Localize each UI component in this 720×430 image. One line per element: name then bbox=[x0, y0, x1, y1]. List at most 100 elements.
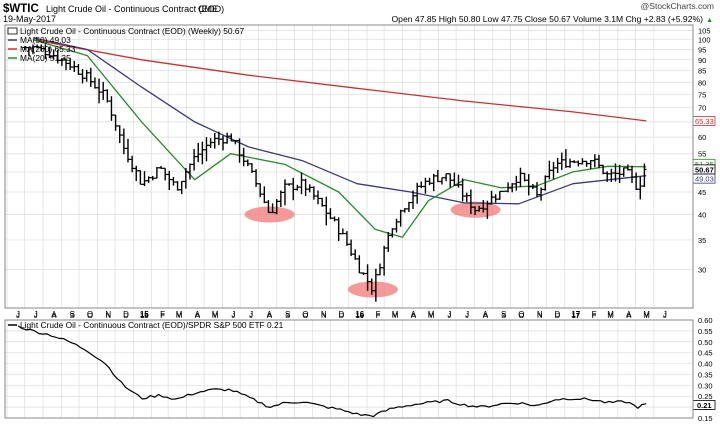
x-tick-label: M bbox=[392, 310, 399, 319]
price-bar bbox=[134, 165, 139, 182]
ratio-tick-label: 0.50 bbox=[698, 338, 713, 347]
y-tick-label: 30 bbox=[698, 265, 706, 274]
lower-grid bbox=[5, 319, 693, 419]
price-bar bbox=[257, 183, 263, 198]
price-bar bbox=[353, 249, 358, 260]
price-bar bbox=[109, 96, 114, 121]
price-bar bbox=[460, 178, 465, 202]
price-bar bbox=[43, 44, 48, 59]
price-bar bbox=[154, 166, 160, 179]
price-bar bbox=[439, 177, 445, 185]
x-tick-label: N bbox=[321, 310, 327, 319]
x-tick-label: S bbox=[285, 310, 290, 319]
price-bar bbox=[580, 158, 585, 165]
x-tick-label: M bbox=[428, 310, 435, 319]
annotation-ellipses bbox=[244, 201, 501, 298]
x-tick-label: J bbox=[447, 310, 451, 319]
last-value-tag-label: 49.03 bbox=[695, 175, 714, 184]
price-bar bbox=[245, 159, 250, 167]
x-tick-label: 16 bbox=[355, 310, 364, 319]
ratio-legend-label: Light Crude Oil - Continuous Contract (E… bbox=[20, 320, 284, 330]
price-bar bbox=[390, 228, 395, 238]
price-bar bbox=[633, 172, 639, 191]
x-tick-label: O bbox=[302, 310, 308, 319]
x-tick-label: F bbox=[376, 310, 381, 319]
brand-label: @StockCharts.com bbox=[641, 1, 714, 11]
price-bar bbox=[559, 152, 564, 170]
price-bar bbox=[514, 175, 519, 191]
ratio-tick-label: 0.40 bbox=[698, 360, 713, 369]
ma20-layer bbox=[32, 39, 647, 238]
y-tick-label: 105 bbox=[698, 26, 711, 35]
price-bar bbox=[307, 184, 312, 193]
price-bar bbox=[204, 137, 209, 162]
price-bar bbox=[92, 77, 98, 89]
x-tick-label: 15 bbox=[140, 311, 148, 320]
x-tick-label: F bbox=[592, 310, 597, 319]
price-bar bbox=[621, 167, 626, 177]
price-bar bbox=[377, 263, 383, 276]
price-bar bbox=[187, 163, 193, 180]
ma20-line bbox=[32, 39, 647, 238]
x-tick-label: N bbox=[105, 310, 111, 319]
x-tick-label: S bbox=[285, 311, 290, 320]
price-bar bbox=[233, 139, 238, 145]
ratio-line bbox=[17, 325, 647, 418]
price-bar bbox=[481, 200, 486, 213]
price-bar bbox=[249, 163, 255, 173]
price-bar bbox=[414, 182, 420, 204]
ratio-last-value-tag: 0.21 bbox=[692, 400, 716, 410]
price-bar bbox=[125, 138, 131, 163]
price-bar bbox=[501, 190, 507, 192]
x-tick-label: A bbox=[195, 311, 200, 320]
x-tick-label: 17 bbox=[572, 311, 580, 320]
price-bar bbox=[241, 147, 246, 167]
ma50-legend-label: MA(50) 49.03 bbox=[20, 35, 71, 45]
price-bar bbox=[191, 149, 197, 171]
ratio-tick-label: 0.25 bbox=[698, 392, 713, 401]
ratio-tick-label: 0.30 bbox=[698, 381, 713, 390]
price-bar bbox=[452, 172, 457, 186]
y-tick-label: 85 bbox=[698, 67, 706, 76]
price-bar bbox=[410, 190, 416, 209]
y-tick-label: 75 bbox=[698, 91, 706, 100]
x-tick-label: M bbox=[643, 310, 650, 319]
x-tick-label: S bbox=[501, 311, 506, 320]
price-bar bbox=[278, 190, 284, 207]
price-bar bbox=[381, 245, 387, 276]
price-bar bbox=[369, 278, 374, 295]
price-bar bbox=[435, 169, 441, 183]
price-bar bbox=[629, 165, 635, 183]
price-bar bbox=[47, 47, 52, 59]
price-bar bbox=[605, 171, 610, 182]
x-tick-label: 15 bbox=[140, 310, 149, 319]
price-bar bbox=[229, 133, 234, 142]
x-tick-label: J bbox=[232, 311, 236, 320]
x-tick-label: A bbox=[483, 310, 489, 319]
x-tick-label: A bbox=[267, 311, 272, 320]
price-bar bbox=[299, 172, 304, 195]
price-bar bbox=[34, 44, 40, 49]
price-bar bbox=[295, 184, 300, 191]
x-tick-label: J bbox=[16, 310, 20, 319]
price-bar bbox=[489, 190, 494, 205]
symbol-label: $WTIC bbox=[3, 3, 39, 15]
price-bar bbox=[571, 160, 577, 164]
price-bar bbox=[609, 168, 614, 182]
price-bar bbox=[348, 239, 354, 257]
quote-summary: Open 47.85 High 50.80 Low 47.75 Close 50… bbox=[392, 14, 704, 24]
last-value-tag-label: 50.67 bbox=[695, 165, 714, 174]
x-tick-label: J bbox=[465, 311, 469, 320]
price-bar bbox=[394, 218, 399, 233]
price-bar bbox=[158, 165, 164, 169]
price-bar bbox=[431, 173, 436, 192]
price-bar bbox=[59, 58, 65, 66]
x-tick-label: S bbox=[70, 310, 75, 319]
y-tick-label: 55 bbox=[698, 150, 706, 159]
price-bar bbox=[464, 192, 469, 203]
price-legend-swatch bbox=[7, 27, 18, 35]
price-bar bbox=[63, 58, 69, 71]
price-bar bbox=[340, 228, 346, 235]
ratio-tick-label: 0.55 bbox=[698, 327, 713, 336]
price-bar bbox=[39, 44, 44, 52]
